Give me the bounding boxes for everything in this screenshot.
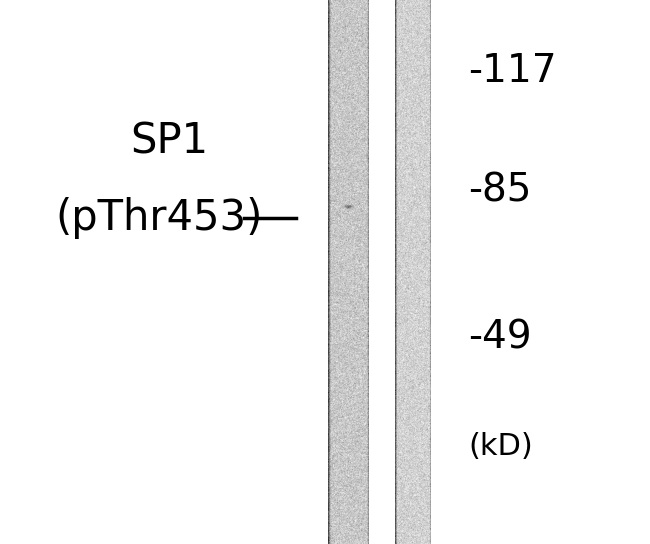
Text: (pThr453): (pThr453)	[55, 196, 263, 239]
Text: -85: -85	[468, 171, 532, 209]
Text: -117: -117	[468, 52, 556, 90]
Text: SP1: SP1	[130, 120, 208, 163]
Text: (kD): (kD)	[468, 431, 533, 461]
Text: -49: -49	[468, 318, 532, 356]
